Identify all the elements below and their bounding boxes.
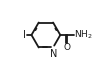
Text: I: I [23, 30, 26, 40]
Text: NH$_2$: NH$_2$ [74, 28, 93, 41]
Text: O: O [63, 43, 70, 52]
Text: N: N [50, 49, 57, 59]
